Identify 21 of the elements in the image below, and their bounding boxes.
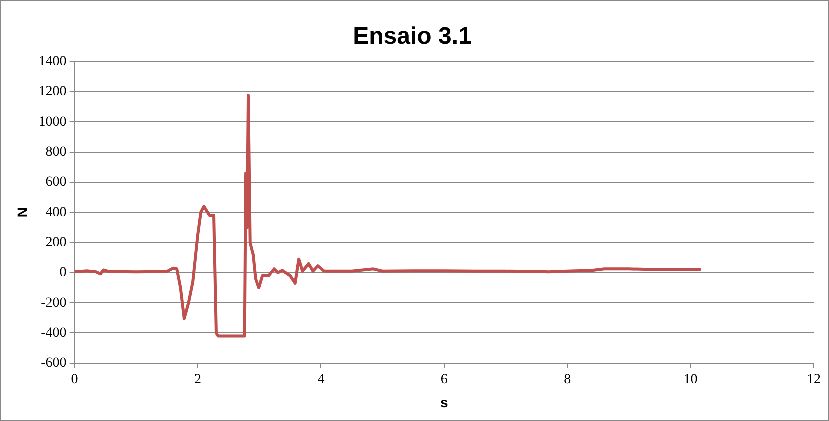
y-tick-label: 1000 <box>38 114 67 130</box>
x-tick-label: 4 <box>318 372 325 388</box>
chart-title: Ensaio 3.1 <box>353 23 472 50</box>
y-tick-label: 1200 <box>38 84 67 100</box>
x-axis-title: s <box>440 394 448 410</box>
y-tick-label: 1400 <box>38 54 67 70</box>
y-tick-label: 800 <box>46 144 67 160</box>
x-tick-label: 2 <box>194 372 202 388</box>
y-tick-label: -200 <box>41 296 67 311</box>
x-tick-label: 12 <box>807 372 821 388</box>
x-tick-label: 6 <box>440 372 448 388</box>
x-tick-label: 8 <box>564 372 572 388</box>
y-tick-label: 200 <box>46 235 67 250</box>
x-tick-label: 0 <box>71 372 78 388</box>
y-tick-label: 0 <box>60 266 67 281</box>
y-tick-label: -600 <box>41 356 67 372</box>
x-tick-label: 10 <box>684 372 698 388</box>
y-tick-label: -400 <box>41 326 67 341</box>
y-tick-label: 400 <box>46 205 67 220</box>
y-tick-label: 600 <box>46 175 67 190</box>
y-axis-title: N <box>14 208 30 218</box>
